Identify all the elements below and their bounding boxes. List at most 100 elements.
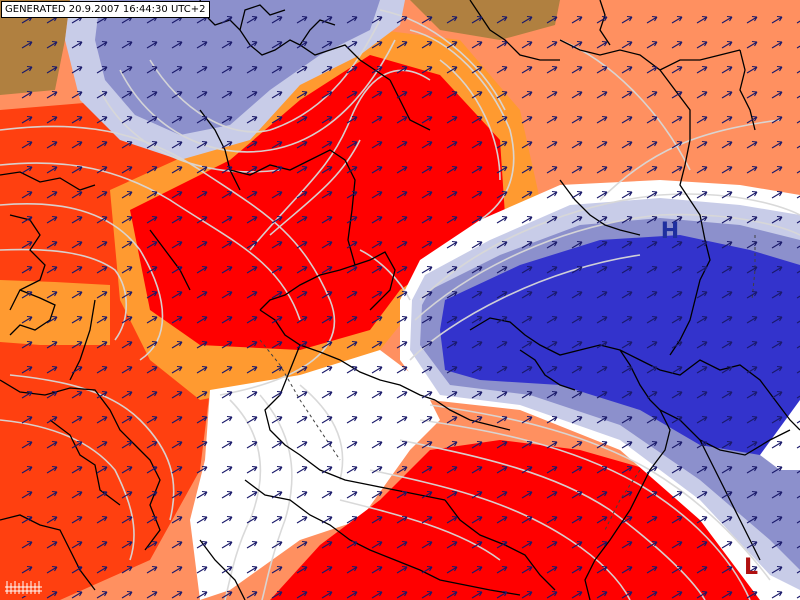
- wind-arrow: [71, 40, 83, 49]
- wind-arrow: [671, 465, 683, 474]
- wind-arrow: [221, 490, 233, 499]
- wind-arrow: [321, 465, 333, 474]
- wind-arrow: [171, 215, 183, 224]
- wind-arrow: [221, 340, 233, 349]
- wind-arrow: [46, 265, 58, 274]
- wind-arrow: [196, 190, 208, 199]
- wind-arrow: [171, 40, 183, 49]
- wind-arrow: [721, 240, 733, 249]
- wind-arrow: [721, 15, 733, 24]
- wind-arrow: [546, 315, 558, 324]
- wind-arrow: [596, 540, 608, 549]
- wind-arrow: [721, 40, 733, 49]
- wind-arrow: [771, 240, 783, 249]
- wind-arrow: [346, 265, 358, 274]
- wind-arrow: [471, 390, 483, 399]
- wind-arrow: [596, 315, 608, 324]
- wind-arrow: [771, 340, 783, 349]
- wind-arrow: [646, 140, 658, 149]
- wind-arrow: [196, 215, 208, 224]
- wind-arrow: [271, 240, 283, 249]
- wind-arrow: [521, 515, 533, 524]
- wind-arrow: [171, 165, 183, 174]
- wind-arrow: [571, 365, 583, 374]
- wind-arrow: [96, 115, 108, 124]
- wind-arrow: [21, 65, 33, 74]
- wind-arrow: [121, 490, 133, 499]
- wind-arrow: [746, 115, 758, 124]
- wind-arrow: [296, 15, 308, 24]
- wind-arrow: [121, 440, 133, 449]
- wind-arrow: [271, 540, 283, 549]
- wind-arrow: [546, 365, 558, 374]
- wind-arrow: [271, 40, 283, 49]
- wind-arrow: [396, 265, 408, 274]
- wind-arrow: [696, 215, 708, 224]
- wind-arrow: [371, 340, 383, 349]
- wind-arrow: [46, 540, 58, 549]
- wind-arrow: [696, 140, 708, 149]
- wind-arrow: [646, 90, 658, 99]
- wind-arrow: [221, 140, 233, 149]
- wind-arrow: [271, 390, 283, 399]
- wind-arrow: [696, 365, 708, 374]
- wind-arrow: [271, 515, 283, 524]
- wind-arrow: [271, 165, 283, 174]
- wind-arrow: [46, 90, 58, 99]
- wind-arrow: [671, 365, 683, 374]
- wind-arrow: [371, 265, 383, 274]
- wind-arrow: [771, 165, 783, 174]
- wind-arrow: [346, 240, 358, 249]
- wind-arrow: [421, 590, 433, 599]
- wind-arrow: [196, 40, 208, 49]
- wind-arrow: [696, 340, 708, 349]
- wind-arrow: [471, 90, 483, 99]
- wind-arrow: [396, 565, 408, 574]
- wind-arrow: [371, 215, 383, 224]
- wind-arrow: [321, 240, 333, 249]
- wind-arrow: [571, 340, 583, 349]
- wind-arrow: [696, 415, 708, 424]
- wind-arrow: [121, 415, 133, 424]
- wind-arrow: [396, 490, 408, 499]
- wind-arrow: [371, 515, 383, 524]
- wind-arrow: [771, 65, 783, 74]
- wind-arrow: [271, 115, 283, 124]
- wind-arrow: [121, 190, 133, 199]
- wind-arrow: [396, 390, 408, 399]
- wind-arrow: [446, 540, 458, 549]
- wind-arrow: [371, 140, 383, 149]
- wind-arrow: [446, 415, 458, 424]
- wind-arrow: [371, 415, 383, 424]
- wind-arrow: [621, 190, 633, 199]
- wind-arrow: [296, 490, 308, 499]
- wind-arrow: [46, 115, 58, 124]
- wind-arrow: [646, 590, 658, 599]
- wind-arrow: [771, 265, 783, 274]
- wind-arrow: [421, 65, 433, 74]
- wind-arrow: [746, 540, 758, 549]
- wind-arrow: [196, 65, 208, 74]
- wind-arrow: [771, 565, 783, 574]
- wind-arrow: [71, 115, 83, 124]
- wind-arrow: [596, 190, 608, 199]
- wind-arrow: [196, 140, 208, 149]
- wind-arrow: [246, 15, 258, 24]
- wind-arrow: [346, 115, 358, 124]
- wind-arrow: [321, 565, 333, 574]
- wind-arrow: [496, 15, 508, 24]
- wind-arrow: [146, 340, 158, 349]
- wind-arrow: [21, 365, 33, 374]
- wind-arrow: [221, 390, 233, 399]
- wind-arrow: [671, 315, 683, 324]
- wind-arrow: [246, 240, 258, 249]
- wind-arrow: [446, 390, 458, 399]
- wind-arrow: [646, 265, 658, 274]
- wind-arrow: [21, 340, 33, 349]
- wind-arrow: [121, 465, 133, 474]
- wind-arrow: [746, 365, 758, 374]
- wind-arrow: [71, 165, 83, 174]
- wind-arrow: [671, 440, 683, 449]
- wind-arrow: [596, 40, 608, 49]
- wind-arrow: [496, 190, 508, 199]
